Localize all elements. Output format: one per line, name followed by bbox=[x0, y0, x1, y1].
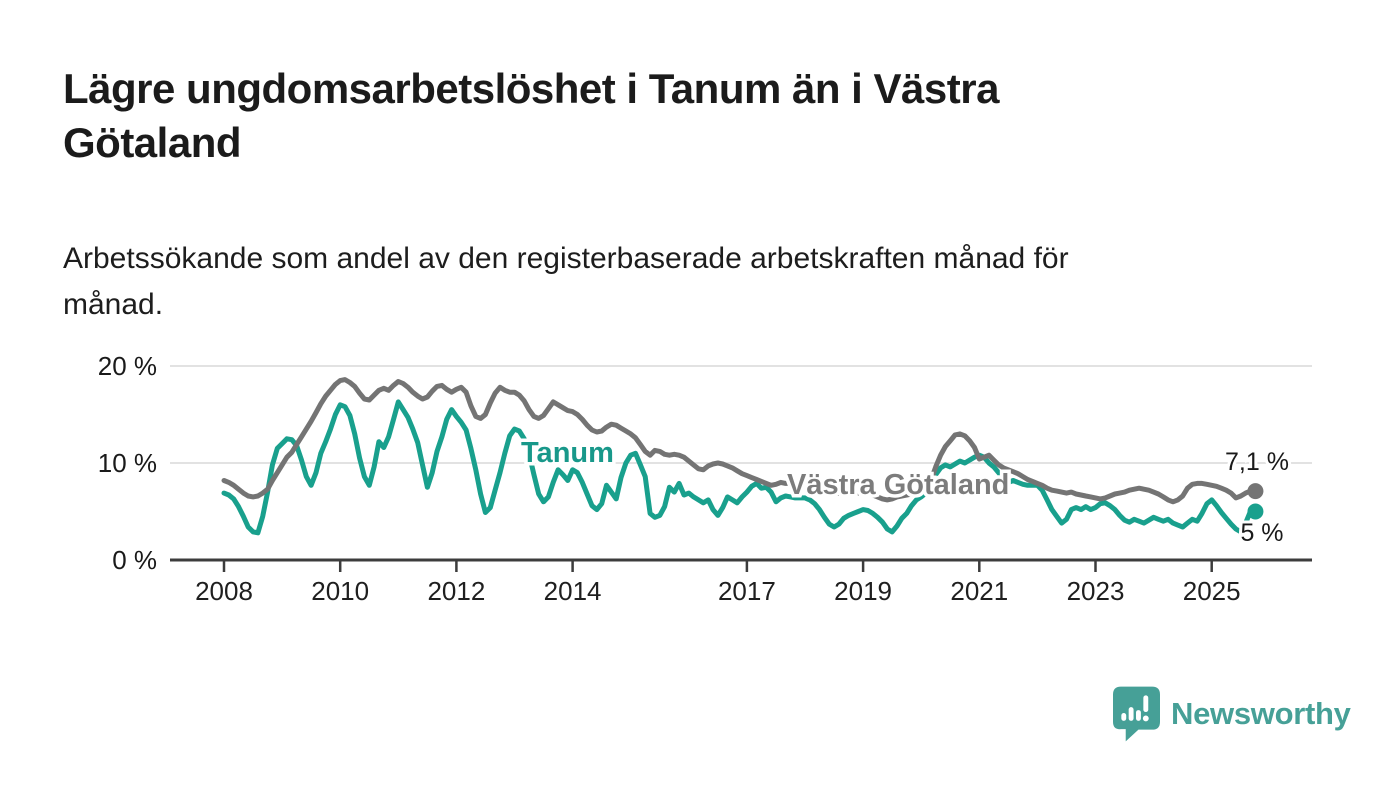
y-axis-label-0: 0 % bbox=[112, 545, 157, 575]
x-axis-label-2025: 2025 bbox=[1183, 576, 1241, 606]
x-axis-label-2012: 2012 bbox=[427, 576, 485, 606]
series-label-vastra-gotaland: Västra Götaland bbox=[787, 469, 1009, 501]
end-dot-vastra-gotaland bbox=[1247, 483, 1264, 500]
x-axis-label-2010: 2010 bbox=[311, 576, 369, 606]
page-title-line-2: Götaland bbox=[63, 119, 242, 166]
series-line-vastra-gotaland bbox=[221, 377, 1253, 505]
end-value-label-vastra-gotaland: 7,1 % bbox=[1225, 448, 1289, 476]
x-axis-label-2023: 2023 bbox=[1067, 576, 1125, 606]
end-value-label-tanum: 5 % bbox=[1240, 519, 1283, 547]
newsworthy-logo: Newsworthy bbox=[1113, 686, 1351, 742]
x-axis-label-2017: 2017 bbox=[718, 576, 776, 606]
y-axis-label-10: 10 % bbox=[98, 448, 157, 478]
page-subtitle: Arbetssökande som andel av den registerb… bbox=[63, 236, 1283, 328]
series-label-tanum: Tanum bbox=[521, 437, 614, 469]
newsworthy-logo-text: Newsworthy bbox=[1171, 696, 1351, 731]
speech-bubble-bar-chart-icon bbox=[1113, 686, 1160, 742]
x-axis-label-2014: 2014 bbox=[544, 576, 602, 606]
page-subtitle-line-2: månad. bbox=[63, 288, 164, 321]
x-axis-label-2019: 2019 bbox=[834, 576, 892, 606]
end-dot-tanum bbox=[1247, 503, 1264, 520]
x-axis-label-2008: 2008 bbox=[195, 576, 253, 606]
page-subtitle-line-1: Arbetssökande som andel av den registerb… bbox=[63, 242, 1069, 275]
page-title-line-1: Lägre ungdomsarbetslöshet i Tanum än i V… bbox=[63, 65, 999, 112]
series-line-tanum bbox=[221, 399, 1253, 536]
y-axis-label-20: 20 % bbox=[98, 351, 157, 381]
x-axis-label-2021: 2021 bbox=[950, 576, 1008, 606]
page-title: Lägre ungdomsarbetslöshet i Tanum än i V… bbox=[63, 62, 1243, 170]
